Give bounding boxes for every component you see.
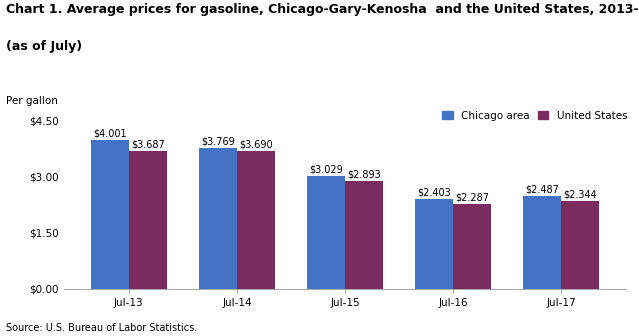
Bar — [199, 148, 237, 289]
Bar — [453, 204, 491, 289]
Text: Source: U.S. Bureau of Labor Statistics.: Source: U.S. Bureau of Labor Statistics. — [6, 323, 197, 333]
Bar — [345, 181, 383, 289]
Text: $3.687: $3.687 — [131, 140, 165, 150]
Text: $4.001: $4.001 — [93, 128, 127, 138]
Bar — [561, 202, 599, 289]
Text: Per gallon: Per gallon — [6, 96, 58, 106]
Bar — [415, 199, 453, 289]
Text: $2.287: $2.287 — [455, 192, 489, 202]
Text: $2.344: $2.344 — [564, 190, 597, 200]
Text: $3.769: $3.769 — [201, 137, 235, 147]
Text: $2.893: $2.893 — [347, 169, 381, 179]
Text: Chart 1. Average prices for gasoline, Chicago-Gary-Kenosha  and the United State: Chart 1. Average prices for gasoline, Ch… — [6, 3, 639, 16]
Text: (as of July): (as of July) — [6, 40, 82, 53]
Text: $3.029: $3.029 — [309, 164, 343, 174]
Bar — [237, 151, 275, 289]
Bar — [307, 176, 345, 289]
Bar — [523, 196, 561, 289]
Legend: Chicago area, United States: Chicago area, United States — [442, 111, 627, 121]
Text: $2.487: $2.487 — [525, 184, 559, 195]
Text: $2.403: $2.403 — [417, 188, 451, 198]
Bar — [91, 139, 129, 289]
Bar — [129, 151, 167, 289]
Text: $3.690: $3.690 — [239, 140, 273, 150]
